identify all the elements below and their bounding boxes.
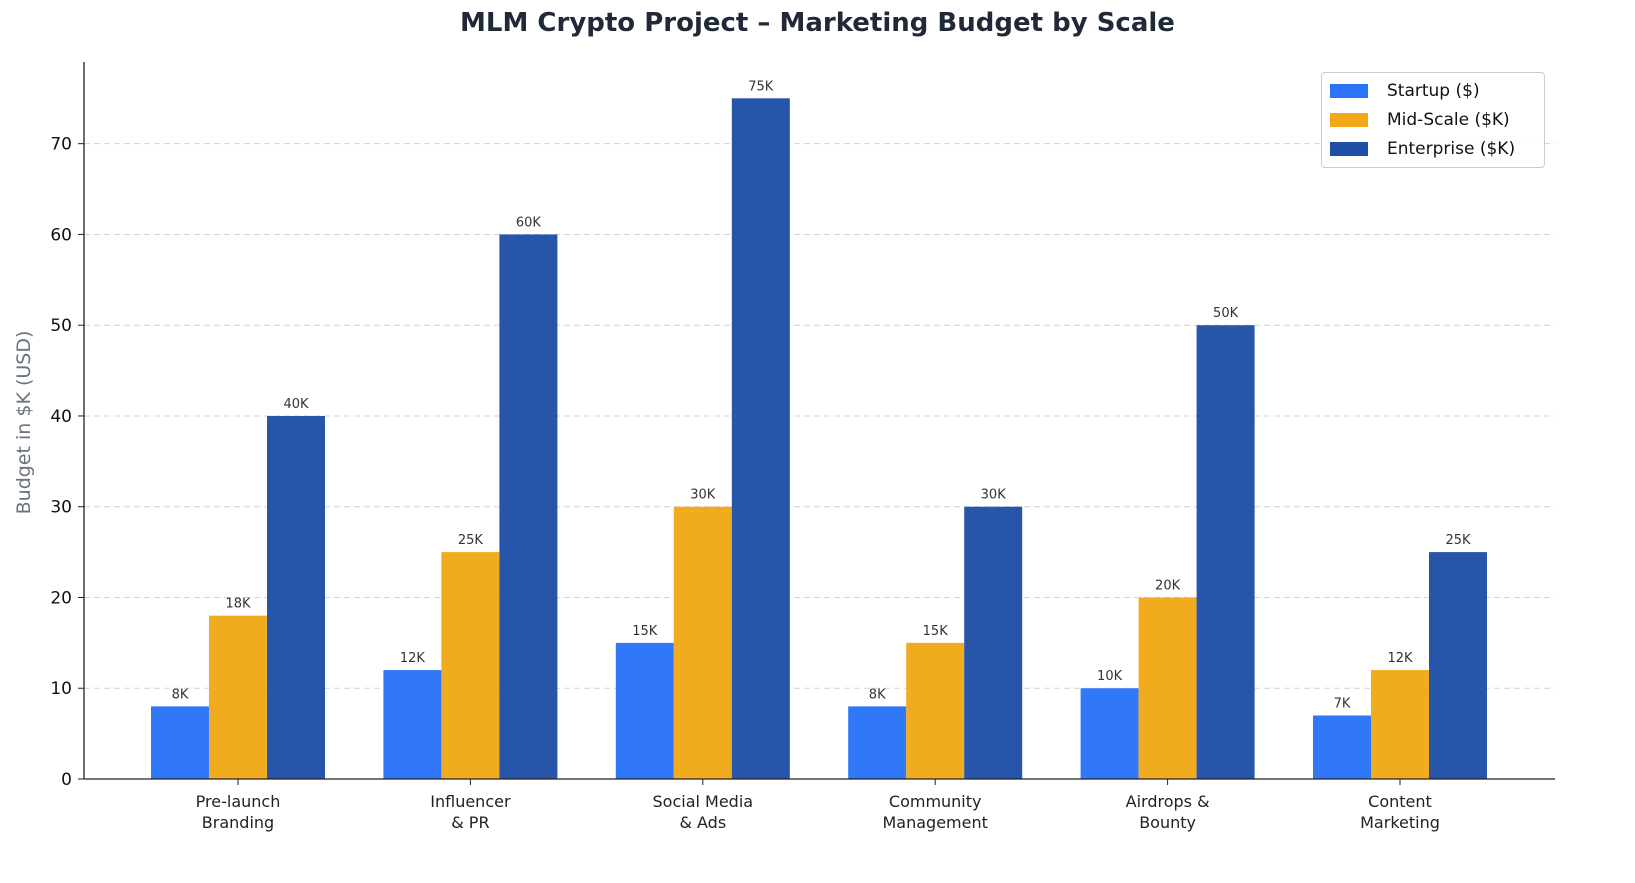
- y-tick-label: 40: [50, 407, 72, 427]
- bar-2-1: [499, 234, 558, 779]
- data-label: 8K: [172, 687, 189, 702]
- y-tick-label: 50: [50, 316, 72, 336]
- bar-0-2: [615, 642, 674, 779]
- data-label: 10K: [1097, 669, 1123, 684]
- bar-0-5: [1313, 715, 1371, 779]
- x-tick-label: Community Management: [882, 792, 987, 832]
- y-tick-label: 70: [50, 135, 72, 155]
- legend-swatch: [1330, 142, 1368, 156]
- bar-0-0: [151, 706, 209, 779]
- bar-2-4: [1196, 325, 1255, 779]
- data-label: 25K: [458, 533, 484, 548]
- legend-item-enterprise: Enterprise ($K): [1330, 137, 1515, 161]
- legend: Startup ($) Mid-Scale ($K) Enterprise ($…: [1321, 72, 1545, 168]
- x-tick-label: Influencer & PR: [430, 792, 511, 832]
- bar-1-0: [209, 615, 267, 779]
- legend-swatch: [1330, 84, 1368, 98]
- y-tick-label: 0: [61, 770, 72, 790]
- data-label: 15K: [923, 624, 949, 639]
- bar-1-5: [1371, 670, 1429, 779]
- data-label: 12K: [1387, 651, 1413, 666]
- legend-item-mid-scale: Mid-Scale ($K): [1330, 108, 1510, 132]
- y-tick-label: 60: [50, 225, 72, 245]
- bar-2-2: [731, 98, 790, 780]
- data-label: 30K: [690, 488, 716, 503]
- y-tick-label: 30: [50, 498, 72, 518]
- bar-1-1: [441, 552, 500, 779]
- x-tick-label: Pre-launch Branding: [196, 792, 281, 832]
- data-label: 50K: [1213, 306, 1239, 321]
- legend-label: Startup ($): [1387, 81, 1480, 101]
- data-label: 7K: [1334, 696, 1351, 711]
- data-label: 30K: [981, 488, 1007, 503]
- bar-0-3: [848, 706, 907, 779]
- legend-item-startup: Startup ($): [1330, 79, 1480, 103]
- bar-0-1: [383, 670, 442, 779]
- data-label: 18K: [225, 597, 251, 612]
- data-label: 15K: [632, 624, 658, 639]
- legend-label: Enterprise ($K): [1387, 139, 1516, 159]
- bar-2-5: [1429, 552, 1487, 779]
- data-label: 25K: [1445, 533, 1471, 548]
- y-tick-label: 20: [50, 588, 72, 608]
- legend-label: Mid-Scale ($K): [1387, 110, 1510, 130]
- data-label: 12K: [400, 651, 426, 666]
- y-axis-label: Budget in $K (USD): [13, 331, 35, 515]
- data-label: 60K: [516, 215, 542, 230]
- y-tick-label: 10: [50, 679, 72, 699]
- data-label: 20K: [1155, 578, 1181, 593]
- x-tick-label: Airdrops & Bounty: [1126, 792, 1210, 832]
- bar-1-3: [906, 642, 965, 779]
- x-tick-label: Social Media & Ads: [653, 792, 754, 832]
- bar-1-4: [1138, 597, 1197, 779]
- data-label: 8K: [869, 687, 886, 702]
- legend-swatch: [1330, 113, 1368, 127]
- bar-2-3: [964, 506, 1023, 779]
- data-label: 40K: [283, 397, 309, 412]
- chart-title: MLM Crypto Project – Marketing Budget by…: [460, 8, 1175, 38]
- data-label: 75K: [748, 79, 774, 94]
- bar-2-0: [267, 415, 325, 779]
- x-tick-label: Content Marketing: [1360, 792, 1440, 832]
- bar-1-2: [673, 506, 732, 779]
- bar-0-4: [1080, 688, 1139, 779]
